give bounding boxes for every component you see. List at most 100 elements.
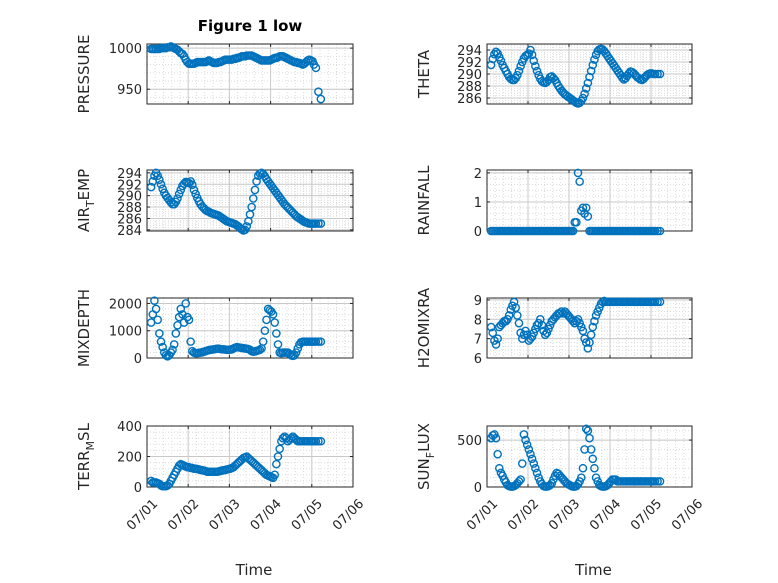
data-point: [578, 203, 588, 213]
data-point: [176, 304, 186, 314]
data-point: [252, 177, 261, 186]
y-tick-label: 9: [474, 294, 482, 309]
data-point: [511, 303, 521, 312]
data-point: [273, 452, 283, 461]
axes-box: [146, 169, 354, 232]
data-point: [270, 318, 280, 327]
data-point: [311, 337, 321, 346]
data-point: [156, 179, 166, 189]
data-point: [314, 337, 323, 346]
y-tick-label: 6: [474, 352, 482, 367]
data-point: [532, 468, 542, 478]
data-point: [522, 440, 532, 450]
data-point: [316, 94, 326, 104]
data-point: [588, 322, 598, 332]
data-point: [583, 78, 593, 88]
data-point: [171, 329, 181, 338]
chart-title: Figure 1 low: [198, 17, 303, 35]
data-point: [519, 330, 529, 340]
axes-box: [486, 425, 693, 488]
data-point: [493, 449, 502, 459]
data-point: [316, 219, 326, 228]
y-tick-label: 284: [117, 224, 142, 239]
data-point: [527, 332, 537, 342]
data-point: [581, 203, 591, 213]
data-point: [655, 297, 665, 307]
data-point: [583, 344, 593, 353]
y-tick-label: 2000: [109, 297, 142, 312]
data-point: [184, 315, 194, 325]
data-point: [173, 194, 182, 203]
data-point: [521, 326, 530, 336]
data-point: [536, 314, 545, 324]
data-points: [486, 424, 665, 491]
data-point: [486, 60, 496, 70]
data-point: [155, 175, 164, 184]
axes-box: [146, 43, 354, 105]
data-point: [519, 430, 529, 439]
data-point: [150, 296, 159, 306]
data-point: [577, 473, 586, 482]
data-point: [618, 73, 627, 82]
data-point: [581, 84, 591, 93]
y-tick-label: 1000: [109, 325, 142, 340]
data-point: [316, 337, 326, 346]
y-axis-label: SUNFLUX: [415, 423, 437, 490]
x-axis-label: Time: [574, 561, 612, 579]
data-point: [270, 470, 280, 480]
data-point: [526, 45, 535, 55]
data-point: [577, 322, 586, 332]
data-point: [544, 324, 553, 334]
y-tick-label: 0: [474, 481, 482, 496]
y-tick-label: 290: [457, 68, 482, 83]
data-point: [517, 459, 527, 468]
data-point: [311, 219, 321, 228]
y-tick-label: 288: [457, 80, 482, 95]
data-point: [558, 309, 568, 318]
data-point: [314, 219, 323, 228]
data-point: [583, 212, 593, 221]
data-point: [585, 72, 594, 82]
y-tick-label: 950: [117, 83, 142, 98]
y-axis-label: THETA: [415, 49, 433, 99]
data-point: [586, 66, 596, 76]
data-point: [486, 322, 496, 332]
data-point: [653, 477, 662, 486]
y-tick-label: 0: [134, 352, 142, 367]
data-point: [189, 185, 199, 195]
data-point: [156, 337, 166, 346]
y-tick-label: 0: [134, 481, 142, 496]
data-point: [181, 299, 191, 308]
y-tick-label: 1000: [109, 42, 142, 57]
data-point: [260, 326, 270, 336]
data-point: [153, 171, 163, 181]
data-point: [314, 436, 323, 446]
data-points: [146, 42, 326, 104]
data-point: [316, 436, 326, 446]
data-point: [273, 340, 283, 349]
data-point: [655, 226, 665, 236]
data-point: [158, 184, 167, 194]
data-point: [542, 328, 552, 338]
data-point: [578, 93, 588, 103]
data-point: [491, 433, 501, 443]
data-point: [255, 345, 265, 355]
data-point: [250, 185, 260, 195]
data-point: [578, 326, 588, 336]
data-point: [272, 459, 281, 469]
data-point: [258, 337, 268, 346]
y-tick-label: 500: [457, 434, 482, 449]
data-point: [586, 445, 596, 454]
data-point: [591, 311, 601, 320]
data-point: [568, 226, 578, 236]
data-points: [486, 44, 665, 108]
data-point: [653, 226, 662, 236]
data-point: [168, 345, 177, 355]
data-point: [572, 217, 581, 227]
data-point: [488, 328, 498, 338]
y-tick-label: 0: [474, 225, 482, 240]
data-point: [191, 189, 200, 199]
data-point: [272, 329, 281, 338]
axes-box: [146, 297, 354, 359]
